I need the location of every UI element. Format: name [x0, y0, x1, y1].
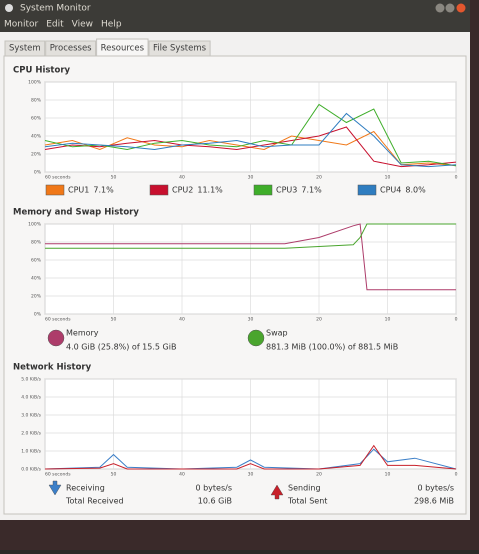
legend-name: CPU4 [380, 186, 401, 195]
legend-name: Memory [66, 329, 99, 338]
legend-swatch[interactable] [253, 184, 273, 196]
x-tick-label: 10 [385, 472, 391, 478]
y-tick-label: 60% [31, 258, 42, 264]
y-tick-label: 20% [31, 152, 42, 158]
menu-item[interactable]: View [72, 20, 93, 30]
legend-total: 10.6 GiB [198, 497, 232, 506]
x-tick-label: 50 [111, 317, 117, 323]
legend-total-label: Total Received [65, 497, 124, 506]
tab-label[interactable]: Resources [101, 44, 145, 54]
legend-icon[interactable] [247, 329, 265, 347]
legend-rate: 0 bytes/s [417, 484, 454, 493]
y-tick-label: 1.0 KiB/s [21, 449, 41, 455]
y-tick-label: 3.0 KiB/s [21, 413, 41, 419]
menu-item[interactable]: Help [101, 20, 122, 30]
window-title: System Monitor [20, 4, 91, 14]
x-tick-label: 0 [455, 317, 458, 323]
legend-swatch[interactable] [45, 184, 65, 196]
legend-name: CPU1 [68, 186, 89, 195]
legend-total-label: Total Sent [287, 497, 327, 506]
x-tick-label: 40 [179, 317, 185, 323]
tab[interactable]: Resources [96, 38, 149, 57]
menu-item[interactable]: Edit [46, 20, 64, 30]
legend-total: 298.6 MiB [414, 497, 454, 506]
y-tick-label: 0.0 KiB/s [21, 467, 41, 473]
tab-label[interactable]: System [9, 44, 41, 54]
legend-swatch[interactable] [357, 184, 377, 196]
legend-name: CPU3 [276, 186, 297, 195]
x-tick-label: 20 [316, 472, 322, 478]
x-tick-label: 30 [248, 317, 254, 323]
y-tick-label: 80% [31, 240, 42, 246]
y-tick-label: 0% [34, 312, 42, 318]
legend-name: CPU2 [172, 186, 193, 195]
legend-value: 11.1% [197, 186, 223, 195]
y-tick-label: 2.0 KiB/s [21, 431, 41, 437]
y-tick-label: 100% [28, 80, 42, 86]
app-icon [5, 4, 13, 12]
title-bar [0, 0, 470, 32]
y-tick-label: 80% [31, 98, 42, 104]
tab[interactable]: System [4, 40, 46, 57]
x-tick-label: 30 [248, 175, 254, 181]
tab[interactable]: File Systems [148, 40, 211, 57]
legend-value: 7.1% [301, 186, 322, 195]
y-tick-label: 4.0 KiB/s [21, 395, 41, 401]
series-line [45, 223, 456, 291]
section-title: Memory and Swap History [13, 208, 139, 218]
legend-swatch[interactable] [149, 184, 169, 196]
legend-value: 7.1% [93, 186, 114, 195]
section-title: Network History [13, 363, 92, 373]
legend-name: Receiving [66, 484, 105, 493]
x-tick-label: 20 [316, 317, 322, 323]
series-line [44, 126, 457, 168]
series-line [44, 444, 457, 470]
x-tick-label: 60 seconds [45, 317, 71, 323]
minimize-button[interactable] [435, 3, 445, 13]
y-tick-label: 60% [31, 116, 42, 122]
x-tick-label: 0 [455, 175, 458, 181]
x-tick-label: 50 [111, 472, 117, 478]
x-tick-label: 30 [248, 472, 254, 478]
tab-label[interactable]: Processes [50, 44, 92, 54]
tab-label[interactable]: File Systems [153, 44, 207, 54]
y-tick-label: 20% [31, 294, 42, 300]
x-tick-label: 0 [455, 472, 458, 478]
legend-icon[interactable] [47, 329, 65, 347]
menu-item[interactable]: Monitor [4, 20, 39, 30]
legend-value: 8.0% [405, 186, 426, 195]
x-tick-label: 40 [179, 175, 185, 181]
x-tick-label: 10 [385, 317, 391, 323]
x-tick-label: 50 [111, 175, 117, 181]
y-tick-label: 0% [34, 170, 42, 176]
legend-name: Sending [288, 484, 321, 493]
legend-arrow[interactable] [48, 480, 62, 496]
x-tick-label: 20 [316, 175, 322, 181]
maximize-button[interactable] [445, 3, 455, 13]
y-tick-label: 40% [31, 276, 42, 282]
tab[interactable]: Processes [45, 40, 97, 57]
legend-detail: 4.0 GiB (25.8%) of 15.5 GiB [66, 343, 176, 352]
legend-rate: 0 bytes/s [195, 484, 232, 493]
section-title: CPU History [13, 66, 71, 76]
close-button[interactable] [456, 3, 466, 13]
y-tick-label: 100% [28, 222, 42, 228]
series-line [44, 112, 457, 168]
series-line [45, 223, 456, 249]
x-tick-label: 40 [179, 472, 185, 478]
legend-arrow[interactable] [270, 484, 284, 500]
x-tick-label: 60 seconds [45, 472, 71, 478]
y-tick-label: 40% [31, 134, 42, 140]
y-tick-label: 5.0 KiB/s [21, 377, 41, 383]
x-tick-label: 10 [385, 175, 391, 181]
x-tick-label: 60 seconds [45, 175, 71, 181]
legend-name: Swap [266, 329, 288, 338]
legend-detail: 881.3 MiB (100.0%) of 881.5 MiB [266, 343, 398, 352]
series-line [44, 448, 457, 470]
